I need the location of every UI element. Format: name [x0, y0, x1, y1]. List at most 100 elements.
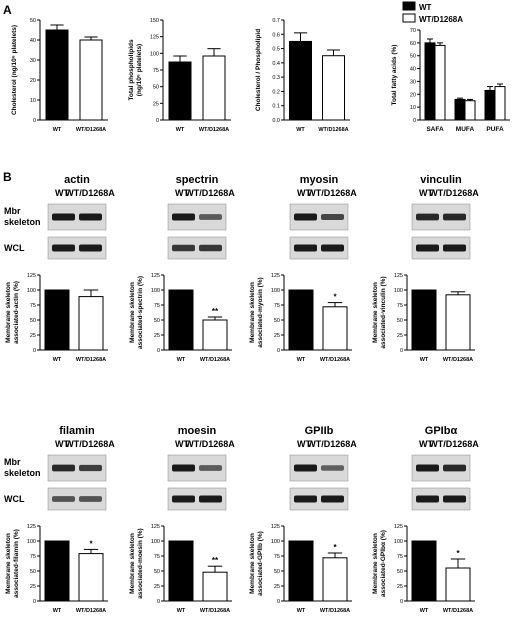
cholesterol-x-tick-label: WT/D1268A	[76, 127, 106, 133]
moesin-x-tick-label: WT/D1268A	[200, 608, 230, 614]
ratio-y-axis-label: Cholesterol / Phospholipid	[255, 29, 262, 111]
fatty-y-tick-label: 60	[410, 41, 416, 47]
moesin-wcl-blot-frame	[167, 487, 227, 511]
panel-label-b: B	[3, 170, 12, 184]
gpib-y-axis-label: Membrane skeleton	[372, 533, 379, 594]
gpiib-y-tick-label: 100	[271, 539, 280, 545]
actin-y-tick-label: 25	[30, 333, 36, 339]
gpib-x-tick-label: WT/D1268A	[443, 608, 473, 614]
spectrin-significance: **	[212, 307, 219, 316]
moesin-mbr-band	[172, 464, 195, 472]
gpiib-x-tick-label: WT	[297, 608, 306, 614]
gpiib-y-axis-label: Membrane skeleton	[249, 533, 256, 594]
cholesterol-y-tick-label: 40	[30, 38, 36, 44]
moesin-y-tick-label: 0	[157, 599, 160, 605]
cholesterol-y-tick-label: 0	[33, 118, 36, 124]
phospholipids-y-tick-label: 125	[150, 35, 159, 41]
row-label-mbr: Mbr	[4, 457, 21, 467]
myosin-bar	[322, 306, 348, 351]
cholesterol-x-tick-label: WT	[53, 127, 62, 133]
gpiib-significance: *	[333, 543, 337, 552]
myosin-y-tick-label: 50	[274, 318, 280, 324]
fatty-x-tick-label: SAFA	[426, 126, 444, 133]
filamin-wcl-band	[79, 496, 102, 502]
moesin-bar	[202, 571, 228, 602]
myosin-wcl-band	[294, 244, 317, 252]
phospholipids-bar	[168, 61, 192, 121]
moesin-wcl-band	[199, 495, 222, 503]
myosin-x-tick-label: WT	[297, 357, 306, 363]
gpib-mbr-band	[416, 464, 439, 472]
fatty-bar	[464, 100, 476, 121]
actin-mbr-band	[79, 213, 102, 221]
moesin-y-tick-label: 25	[154, 584, 160, 590]
cholesterol-y-tick-label: 30	[30, 58, 36, 64]
myosin-significance: *	[333, 293, 337, 302]
actin-bar	[78, 296, 104, 351]
fatty-bar	[434, 44, 446, 121]
myosin-wcl-blot-frame	[289, 236, 349, 260]
filamin-y-tick-label: 50	[30, 569, 36, 575]
filamin-significance: *	[89, 539, 93, 548]
actin-y-tick-label: 50	[30, 318, 36, 324]
ratio-y-tick-label: 0.4	[272, 61, 280, 67]
moesin-y-tick-label: 125	[151, 524, 160, 530]
myosin-y-tick-label: 25	[274, 333, 280, 339]
lane-label-mut: WT/D1268A	[429, 439, 479, 449]
cholesterol-bar	[45, 29, 69, 121]
vinculin-y-tick-label: 75	[397, 303, 403, 309]
gpiib-mbr-band	[321, 465, 344, 471]
fatty-y-axis-label: Total fatty acids (%)	[391, 45, 398, 106]
gpiib-y-tick-label: 25	[274, 584, 280, 590]
spectrin-y-tick-label: 50	[154, 318, 160, 324]
gpiib-y-axis-label: associated-GPIIb (%)	[257, 531, 264, 596]
gpib-y-tick-label: 125	[394, 524, 403, 530]
phospholipids-y-tick-label: 75	[153, 68, 159, 74]
actin-x-tick-label: WT/D1268A	[76, 357, 106, 363]
fatty-x-tick-label: MUFA	[456, 126, 475, 133]
phospholipids-bar	[202, 55, 226, 121]
phospholipids-x-tick-label: WT	[176, 127, 185, 133]
row-label-skeleton: skeleton	[4, 217, 41, 227]
fatty-y-tick-label: 20	[410, 92, 416, 98]
ratio-y-tick-label: 0.3	[272, 75, 280, 81]
row-label-skeleton: skeleton	[4, 468, 41, 478]
blots-layer: actinWTWT/D1268AspectrinWTWT/D1268Amyosi…	[4, 174, 479, 511]
vinculin-x-tick-label: WT/D1268A	[443, 357, 473, 363]
myosin-y-tick-label: 125	[271, 273, 280, 279]
actin-bar	[44, 289, 70, 351]
lane-label-wt: WT	[419, 188, 433, 198]
moesin-significance: **	[212, 556, 219, 565]
gpib-y-tick-label: 100	[394, 539, 403, 545]
vinculin-y-tick-label: 100	[394, 288, 403, 294]
filamin-y-tick-label: 25	[30, 584, 36, 590]
legend-label-wt: WT	[419, 3, 432, 12]
gpiib-wcl-band	[321, 495, 344, 503]
vinculin-y-axis-label: associated-vinculin (%)	[380, 276, 387, 348]
actin-y-tick-label: 0	[33, 348, 36, 354]
lane-label-mut: WT/D1268A	[65, 439, 115, 449]
lane-label-wt: WT	[297, 188, 311, 198]
spectrin-y-tick-label: 100	[151, 288, 160, 294]
fatty-bar	[494, 86, 506, 121]
myosin-y-tick-label: 100	[271, 288, 280, 294]
phospholipids-y-tick-label: 0	[156, 118, 159, 124]
fatty-y-tick-label: 0	[413, 118, 416, 124]
spectrin-wcl-blot-frame	[167, 236, 227, 260]
gpiib-bar	[288, 540, 314, 602]
vinculin-y-tick-label: 125	[394, 273, 403, 279]
gpiib-mbr-band	[294, 464, 317, 472]
legend-swatch-wt	[402, 1, 416, 11]
ratio-y-tick-label: 0.5	[272, 47, 280, 53]
vinculin-y-axis-label: Membrane skeleton	[372, 282, 379, 343]
chart-vinculin: 0 25 50 75 100 125 Membrane skeleton associated…	[372, 273, 475, 363]
gpiib-y-tick-label: 75	[274, 554, 280, 560]
filamin-mbr-band	[79, 464, 102, 472]
filamin-y-tick-label: 75	[30, 554, 36, 560]
moesin-y-axis-label: Membrane skeleton	[129, 533, 136, 594]
